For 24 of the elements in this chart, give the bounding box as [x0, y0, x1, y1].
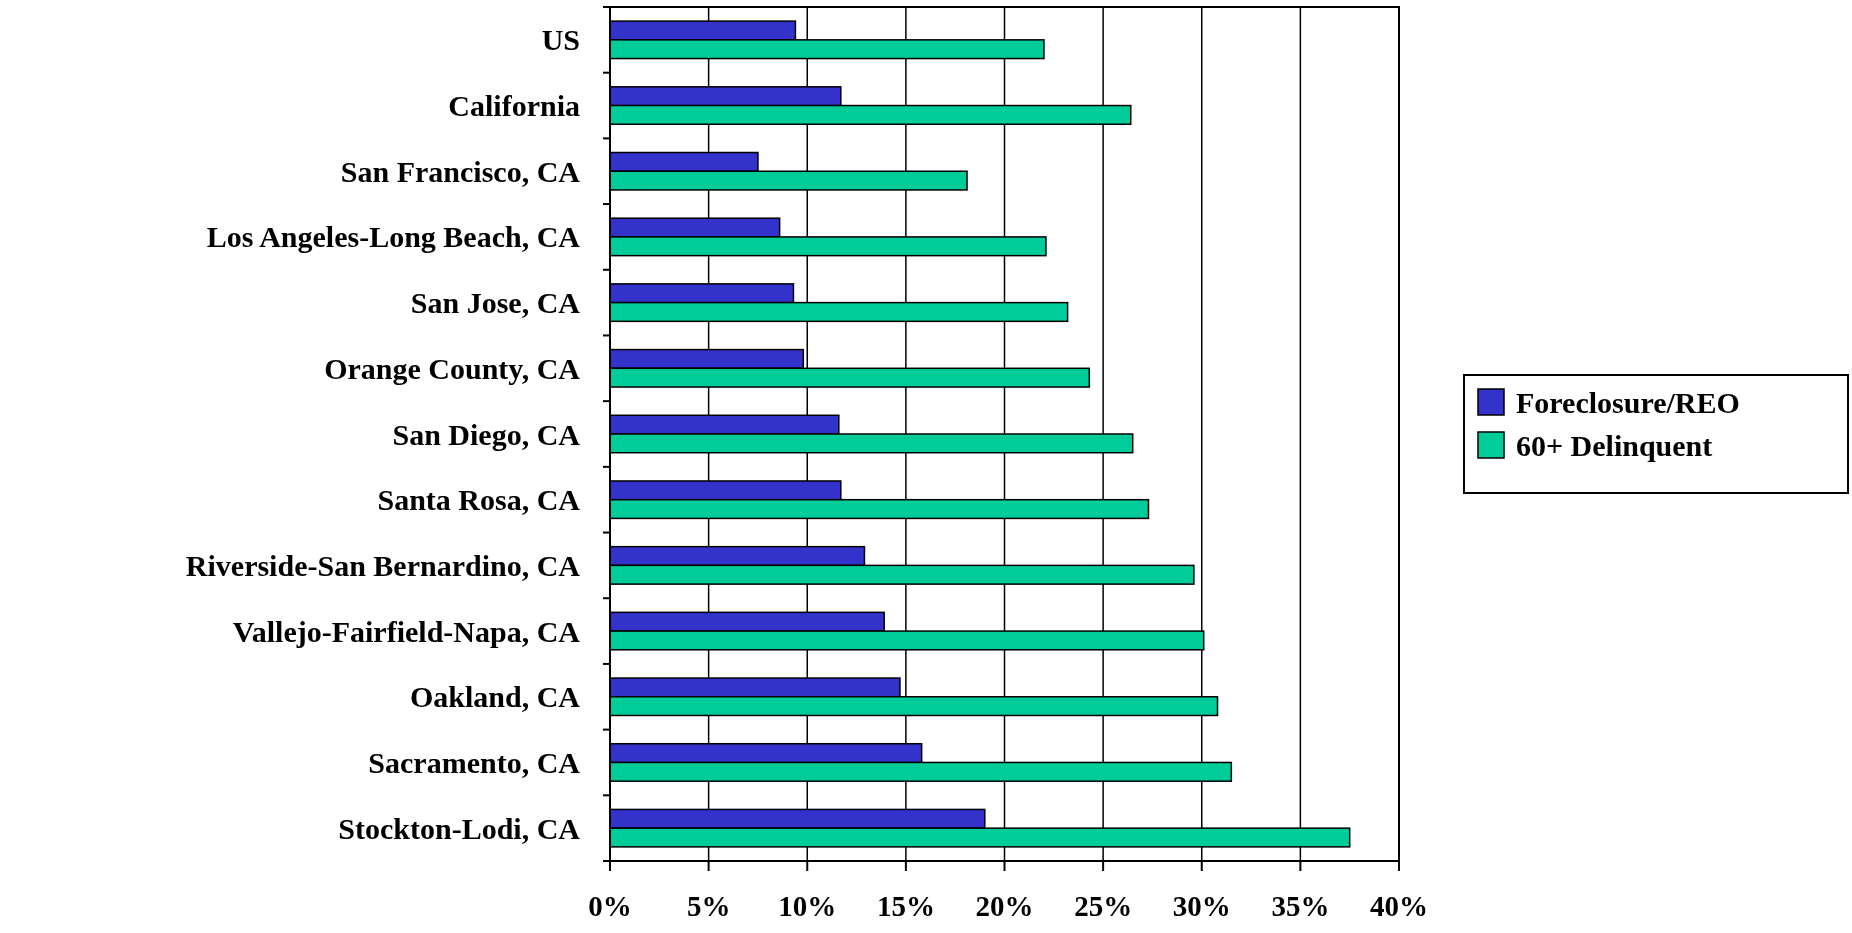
legend-label: Foreclosure/REO: [1516, 385, 1740, 419]
legend-label: 60+ Delinquent: [1516, 428, 1713, 462]
x-tick-label: 15%: [876, 890, 935, 922]
y-tick-label: Sacramento, CA: [368, 745, 581, 779]
y-tick-label: Oakland, CA: [409, 680, 581, 714]
x-tick-label: 0%: [588, 890, 632, 922]
y-tick-label: San Diego, CA: [392, 417, 581, 451]
y-tick-label: US: [541, 23, 580, 57]
y-tick-label: Riverside-San Bernardino, CA: [185, 548, 581, 582]
y-tick-label: Vallejo-Fairfield-Napa, CA: [232, 614, 581, 648]
x-tick-label: 10%: [778, 890, 837, 922]
y-tick-label: Los Angeles-Long Beach, CA: [206, 220, 581, 254]
y-tick-label: San Jose, CA: [410, 286, 581, 320]
y-tick-label: Orange County, CA: [324, 351, 581, 385]
y-tick-label: San Francisco, CA: [340, 154, 581, 188]
x-tick-label: 25%: [1074, 890, 1133, 922]
x-tick-label: 40%: [1370, 890, 1428, 922]
x-tick-label: 20%: [975, 890, 1034, 922]
x-tick-label: 30%: [1172, 890, 1231, 922]
y-tick-label: Santa Rosa, CA: [377, 483, 581, 517]
y-tick-label: California: [448, 89, 580, 123]
y-tick-label: Stockton-Lodi, CA: [338, 811, 581, 845]
x-tick-label: 35%: [1271, 890, 1330, 922]
x-tick-label: 5%: [686, 890, 731, 922]
